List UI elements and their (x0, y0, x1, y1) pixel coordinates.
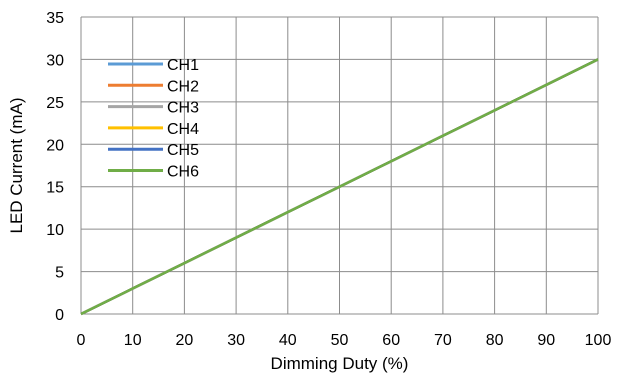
y-tick-label: 10 (46, 222, 64, 239)
y-tick-label: 5 (55, 265, 64, 282)
series-line-ch6 (80, 58, 599, 316)
series-layer (80, 58, 599, 316)
x-tick-label: 50 (331, 332, 349, 349)
y-tick-label: 30 (46, 52, 64, 69)
y-tick-label: 35 (46, 10, 64, 27)
x-tick-labels: 0 10 20 30 40 50 60 70 80 90 100 (77, 332, 612, 349)
x-tick-label: 20 (176, 332, 194, 349)
y-axis-title: LED Current (mA) (7, 97, 26, 233)
legend-label-ch1: CH1 (167, 57, 199, 74)
x-tick-label: 60 (382, 332, 400, 349)
legend-label-ch2: CH2 (167, 78, 199, 95)
y-tick-labels: 0 5 10 15 20 25 30 35 (46, 10, 64, 324)
x-tick-label: 100 (585, 332, 612, 349)
y-tick-label: 25 (46, 95, 64, 112)
legend-label-ch5: CH5 (167, 142, 199, 159)
x-tick-label: 70 (434, 332, 452, 349)
y-tick-label: 20 (46, 137, 64, 154)
x-axis-title: Dimming Duty (%) (271, 354, 409, 373)
legend: CH1 CH2 CH3 CH4 CH5 CH6 (108, 57, 199, 181)
x-tick-label: 0 (77, 332, 86, 349)
x-tick-label: 90 (537, 332, 555, 349)
x-tick-label: 10 (124, 332, 142, 349)
legend-label-ch3: CH3 (167, 100, 199, 117)
legend-label-ch6: CH6 (167, 164, 199, 181)
x-tick-label: 40 (279, 332, 297, 349)
x-tick-label: 30 (227, 332, 245, 349)
legend-label-ch4: CH4 (167, 121, 199, 138)
y-tick-label: 15 (46, 180, 64, 197)
x-tick-label: 80 (486, 332, 504, 349)
y-tick-label: 0 (55, 307, 64, 324)
